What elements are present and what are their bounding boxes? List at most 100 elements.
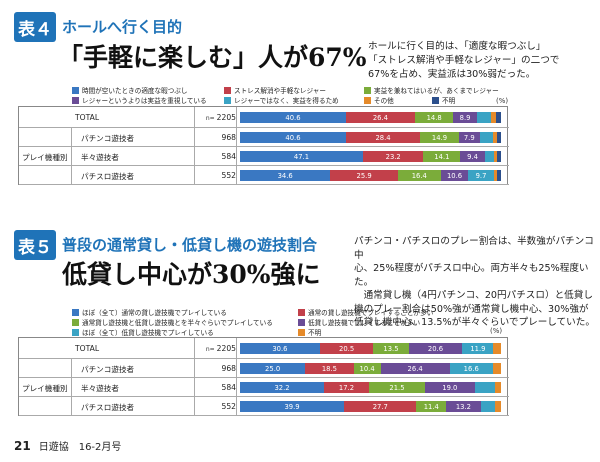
legend-item: ストレス解消や手軽なレジャー — [224, 85, 326, 95]
table5-grid: TOTAL n= 2205 30.6 20.5 13.5 20.6 11.9 パチンコ遊技者 96… — [18, 337, 509, 416]
table5-badge: 表５ — [14, 230, 56, 260]
legend-swatch — [72, 318, 79, 326]
legend-item: 低貸し遊技機でプレイすることが多い — [298, 317, 420, 327]
legend-swatch — [224, 96, 231, 104]
legend-label: 不明 — [308, 329, 322, 337]
bar-segment — [484, 151, 494, 162]
bar-segment: 14.8 — [414, 112, 454, 123]
group-label: プレイ機種別 — [22, 383, 68, 393]
bar-segment: 13.5 — [373, 343, 409, 354]
n-prefix: n= — [205, 114, 215, 122]
bar-segment: 26.4 — [345, 112, 415, 123]
n-prefix: n= — [205, 345, 215, 353]
row-label: パチンコ遊技者 — [81, 364, 135, 374]
legend-label: ストレス解消や手軽なレジャー — [234, 87, 326, 95]
bar-segment — [479, 132, 494, 143]
legend-item: 不明 — [432, 95, 455, 105]
bar-segment — [493, 151, 498, 162]
table4-desc-line: ホールに行く目的は、「適度な暇つぶし」 — [368, 41, 546, 52]
column-divider — [236, 338, 237, 416]
group-divider — [71, 359, 72, 416]
row-label: パチスロ遊技者 — [81, 402, 135, 412]
legend-label: ほぼ（全て）低貸し遊技機でプレイしている — [82, 329, 214, 337]
table4-badge: 表４ — [14, 12, 56, 42]
legend-label: 低貸し遊技機でプレイすることが多い — [308, 319, 421, 327]
stacked-bar: 32.2 17.2 21.5 19.0 — [240, 382, 501, 393]
table-row: パチスロ遊技者 552 39.9 27.7 11.4 13.2 — [19, 397, 509, 416]
legend-item: 不明 — [298, 327, 321, 337]
legend-item: レジャーというよりは実益を重視している — [72, 95, 207, 105]
bar-segment — [494, 382, 501, 393]
legend-item: レジャーではなく、実益を得るため — [224, 95, 339, 105]
legend-item: ほぼ（全て）低貸し遊技機でプレイしている — [72, 327, 214, 337]
bar-segment: 9.4 — [460, 151, 485, 162]
bar-segment: 14.9 — [420, 132, 459, 143]
stacked-bar: 40.6 28.4 14.9 7.9 — [240, 132, 501, 143]
sample-size: 968 — [221, 363, 237, 373]
row-label: 半々遊技者 — [81, 383, 119, 393]
table5-desc-line: パチンコ・パチスロのプレー割合は、半数強がパチンコ中 — [354, 236, 594, 261]
legend-label: 実益を兼ねてはいるが、あくまでレジャー — [374, 87, 499, 95]
sample-size: 552 — [221, 401, 237, 411]
table5-description: パチンコ・パチスロのプレー割合は、半数強がパチンコ中 心、25%程度がパチスロ中… — [354, 235, 596, 330]
total-row: TOTAL n= 2205 30.6 20.5 13.5 20.6 11.9 — [19, 338, 509, 359]
column-divider — [194, 107, 195, 185]
bar-segment: 19.0 — [425, 382, 475, 393]
bar-segment: 27.7 — [344, 401, 417, 412]
legend-swatch — [298, 318, 305, 326]
legend-swatch — [364, 86, 371, 94]
table-row: パチスロ遊技者 552 34.6 25.9 16.4 10.6 9.7 — [19, 166, 509, 185]
legend-item: ほぼ（全て）通常の貸し遊技機でプレイしている — [72, 307, 227, 317]
table4-desc-line: 「ストレス解消や手軽なレジャー」の二つで — [368, 55, 560, 66]
bar-segment — [480, 401, 495, 412]
legend-item: その他 — [364, 95, 394, 105]
bar-segment: 26.4 — [380, 363, 450, 374]
bar-segment: 10.6 — [440, 170, 469, 181]
legend-label: レジャーではなく、実益を得るため — [234, 97, 339, 105]
page-number: 21 — [14, 439, 31, 453]
bar-segment — [492, 363, 501, 374]
row-label: 半々遊技者 — [81, 152, 119, 162]
table5-legend: ほぼ（全て）通常の貸し遊技機でプレイしている 通常の貸し遊技機でプレイすることが… — [72, 307, 512, 339]
row-label: TOTAL — [75, 343, 100, 353]
stacked-bar: 25.0 18.5 10.4 26.4 16.6 — [240, 363, 501, 374]
table4-kicker: ホールへ行く目的 — [62, 18, 183, 36]
legend-swatch — [298, 328, 305, 336]
bar-segment — [497, 132, 501, 143]
legend-swatch — [364, 96, 371, 104]
bar-segment: 47.1 — [240, 151, 363, 162]
bar-segment: 21.5 — [368, 382, 426, 393]
bar-segment: 11.9 — [462, 343, 494, 354]
sample-size: n= 2205 — [205, 112, 236, 122]
table5-desc-line: 機のプレー割合は50%強が通常貸し機中心、30%強が — [354, 303, 589, 315]
table-row: 半々遊技者 584 32.2 17.2 21.5 19.0 — [19, 378, 509, 397]
bar-segment: 30.6 — [240, 343, 320, 354]
bar-segment: 18.5 — [305, 363, 354, 374]
bar-segment — [474, 382, 495, 393]
legend-item: 通常貸し遊技機と低貸し遊技機とを半々ぐらいでプレイしている — [72, 317, 273, 327]
bar-segment: 17.2 — [324, 382, 369, 393]
row-label: パチスロ遊技者 — [81, 171, 135, 181]
table4-desc-line: 67%を占め、実益派は30%弱だった。 — [368, 69, 536, 80]
column-divider — [236, 107, 237, 185]
legend-swatch — [432, 96, 439, 104]
bar-segment: 9.7 — [468, 170, 494, 181]
percent-unit: (%) — [496, 97, 509, 105]
stacked-bar: 40.6 26.4 14.8 8.9 — [240, 112, 501, 123]
legend-label: レジャーというよりは実益を重視している — [82, 97, 207, 105]
table-row: パチンコ遊技者 968 25.0 18.5 10.4 26.4 16.6 — [19, 359, 509, 378]
bar-segment: 10.4 — [353, 363, 381, 374]
table4-description: ホールに行く目的は、「適度な暇つぶし」 「ストレス解消や手軽なレジャー」の二つで… — [368, 40, 594, 82]
magazine-issue: 日遊協 16-2月号 — [38, 442, 122, 453]
stacked-bar: 30.6 20.5 13.5 20.6 11.9 — [240, 343, 501, 354]
bar-segment: 16.4 — [397, 170, 441, 181]
table4-legend: 時間が空いたときの適度な暇つぶし ストレス解消や手軽なレジャー 実益を兼ねてはい… — [72, 85, 512, 107]
legend-label: 不明 — [442, 97, 456, 105]
bar-segment: 8.9 — [453, 112, 477, 123]
total-row: TOTAL n= 2205 40.6 26.4 14.8 8.9 — [19, 107, 509, 128]
table5-kicker: 普段の通常貸し・低貸し機の遊技割合 — [62, 236, 318, 254]
row-label: パチンコ遊技者 — [81, 133, 135, 143]
sample-size: 584 — [221, 151, 237, 161]
bar-segment: 20.6 — [408, 343, 463, 354]
table-row: 半々遊技者 584 47.1 23.2 14.1 9.4 — [19, 147, 509, 166]
